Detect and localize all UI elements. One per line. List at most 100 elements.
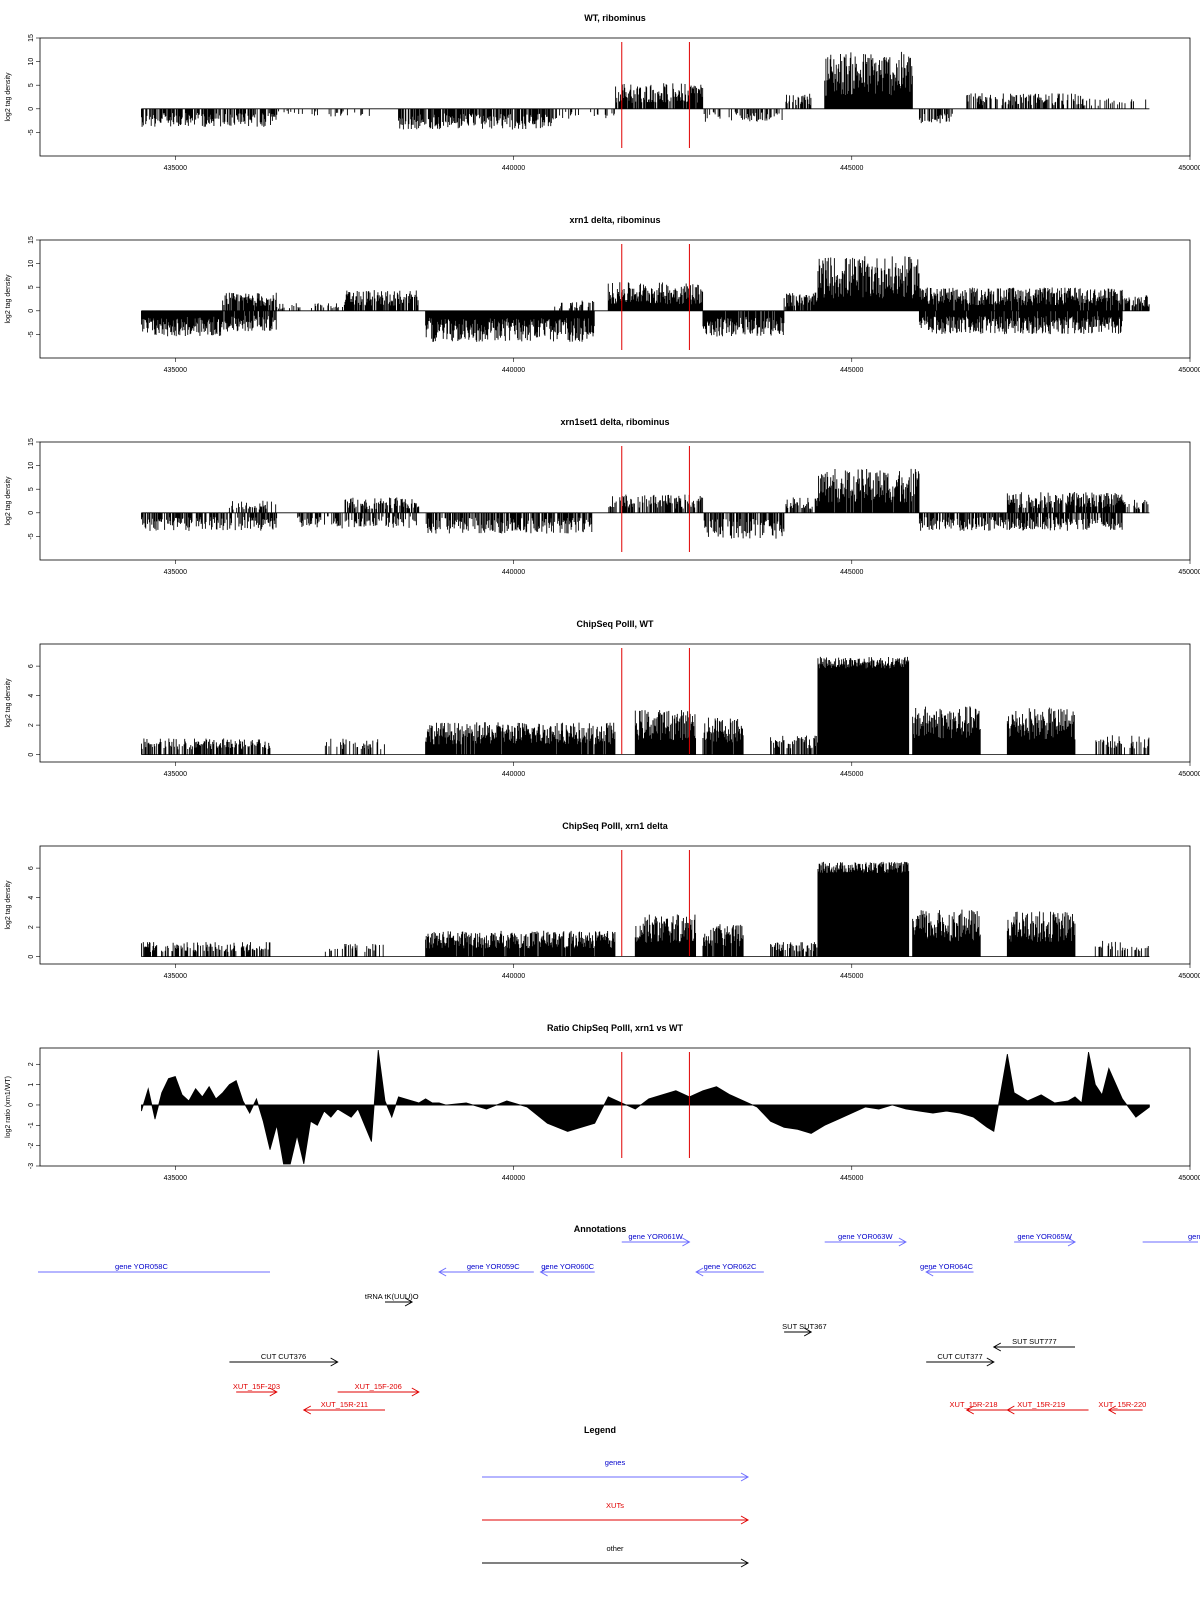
x-tick-label: 435000 <box>164 973 187 980</box>
y-tick-label: -1 <box>28 1122 35 1128</box>
arrow-left-icon <box>695 1267 704 1277</box>
y-tick-label: 15 <box>28 34 35 42</box>
panel-4: ChipSeq PolII, WT log2 tag density 0 2 4 6 435… <box>5 619 1200 778</box>
annotations-track: gene YOR058C gene YOR059C gene YOR060C gene… <box>38 1232 1200 1415</box>
annotation-label: XUT_15R-211 <box>321 1400 368 1409</box>
panel-title: ChipSeq PolII, xrn1 delta <box>562 821 669 831</box>
panel-1: WT, ribominus log2 tag density -5 0 5 10 15 435… <box>5 13 1200 172</box>
y-tick-label: 10 <box>28 58 35 66</box>
y-tick-label: 15 <box>28 236 35 244</box>
plot-frame <box>39 845 1191 965</box>
annotation-other: SUT SUT367 <box>782 1322 827 1337</box>
panel-5: ChipSeq PolII, xrn1 delta log2 tag densit… <box>5 821 1200 980</box>
y-tick-label: 0 <box>28 753 35 757</box>
y-tick-label: -3 <box>28 1163 35 1169</box>
plot-frame <box>39 1047 1191 1167</box>
annotation-xut: XUT_15F-203 <box>233 1382 280 1397</box>
panel-title: ChipSeq PolII, WT <box>577 619 654 629</box>
annotation-xut: XUT_15R-211 <box>302 1400 385 1415</box>
y-tick-label: 2 <box>28 1062 35 1066</box>
annotation-gene: gene YOR061W <box>621 1232 691 1247</box>
arrow-right-icon <box>682 1237 691 1247</box>
arrow-right-icon <box>986 1357 995 1367</box>
x-tick-label: 435000 <box>164 569 187 576</box>
legend-title: Legend <box>584 1425 616 1435</box>
data-bars <box>141 656 1150 755</box>
x-tick-label: 440000 <box>502 367 525 374</box>
y-tick-label: 0 <box>28 309 35 313</box>
y-tick-label: 2 <box>28 723 35 727</box>
annotation-other: CUT CUT377 <box>926 1352 995 1367</box>
arrow-left-icon <box>925 1267 934 1277</box>
y-tick-label: 0 <box>28 955 35 959</box>
y-tick-label: 0 <box>28 1103 35 1107</box>
annotation-label: gene YOR062C <box>704 1262 757 1271</box>
x-tick-label: 440000 <box>502 165 525 172</box>
y-tick-label: 0 <box>28 107 35 111</box>
y-tick-label: 10 <box>28 260 35 268</box>
x-tick-label: 445000 <box>840 569 863 576</box>
legend-label: XUTs <box>606 1501 624 1510</box>
legend: genes XUTs other <box>482 1458 750 1568</box>
annotation-gene: gen <box>1142 1232 1200 1243</box>
y-tick-label: 0 <box>28 511 35 515</box>
annotation-label: gene YOR060C <box>541 1262 594 1271</box>
x-tick-label: 450000 <box>1178 165 1200 172</box>
annotation-label: XUT_15R-218 <box>950 1400 998 1409</box>
x-tick-label: 435000 <box>164 165 187 172</box>
x-tick-label: 445000 <box>840 367 863 374</box>
annotation-label: gene YOR058C <box>115 1262 168 1271</box>
x-tick-label: 450000 <box>1178 973 1200 980</box>
plot-frame <box>39 643 1191 763</box>
annotation-gene: gene YOR058C <box>38 1262 270 1273</box>
annotation-gene: gene YOR062C <box>695 1262 764 1277</box>
y-tick-label: 15 <box>28 438 35 446</box>
arrow-right-icon <box>898 1237 907 1247</box>
y-tick-label: 4 <box>28 694 35 698</box>
x-tick-label: 450000 <box>1178 367 1200 374</box>
annotation-gene: gene YOR065W <box>1014 1232 1077 1247</box>
annotation-label: tRNA tK(UUU)O <box>365 1292 419 1301</box>
annotation-gene: gene YOR064C <box>920 1262 974 1277</box>
y-tick-label: 2 <box>28 925 35 929</box>
legend-item-other: other <box>482 1544 750 1568</box>
y-tick-label: 6 <box>28 664 35 668</box>
arrow-left-icon <box>438 1267 447 1277</box>
x-tick-label: 445000 <box>840 973 863 980</box>
arrow-left-icon <box>992 1342 1002 1352</box>
annotation-label: gene YOR064C <box>920 1262 973 1271</box>
data-bars <box>141 51 1147 130</box>
arrow-left-icon <box>302 1405 312 1415</box>
panel-title: WT, ribominus <box>584 13 646 23</box>
arrow-right-icon <box>404 1297 414 1307</box>
annotation-label: gene YOR059C <box>467 1262 520 1271</box>
panel-title: xrn1set1 delta, ribominus <box>560 417 669 427</box>
arrow-left-icon <box>1107 1405 1117 1415</box>
y-tick-label: 5 <box>28 83 35 87</box>
legend-label: other <box>606 1544 624 1553</box>
y-axis-label: log2 tag density <box>5 880 12 930</box>
annotation-label: gene YOR063W <box>838 1232 893 1241</box>
annotation-label: gene YOR061W <box>628 1232 683 1241</box>
ratio-area <box>141 1049 1150 1165</box>
annotation-xut: XUT_15R-218 <box>950 1400 1008 1415</box>
legend-label: genes <box>605 1458 626 1467</box>
arrow-right-icon <box>740 1558 750 1568</box>
panel-title: Ratio ChipSeq PolII, xrn1 vs WT <box>547 1023 684 1033</box>
y-tick-label: 4 <box>28 896 35 900</box>
y-tick-label: 1 <box>28 1083 35 1087</box>
arrow-right-icon <box>803 1327 813 1337</box>
y-tick-label: -5 <box>28 533 35 539</box>
x-tick-label: 445000 <box>840 165 863 172</box>
x-tick-label: 440000 <box>502 973 525 980</box>
arrow-right-icon <box>1067 1237 1077 1247</box>
annotation-other: SUT SUT777 <box>992 1337 1075 1352</box>
x-tick-label: 440000 <box>502 771 525 778</box>
x-tick-label: 435000 <box>164 367 187 374</box>
annotation-gene: gene YOR060C <box>539 1262 595 1277</box>
annotation-gene: gene YOR063W <box>824 1232 907 1247</box>
annotation-xut: XUT_15R-220 <box>1098 1400 1146 1415</box>
annotation-label: SUT SUT367 <box>782 1322 826 1331</box>
